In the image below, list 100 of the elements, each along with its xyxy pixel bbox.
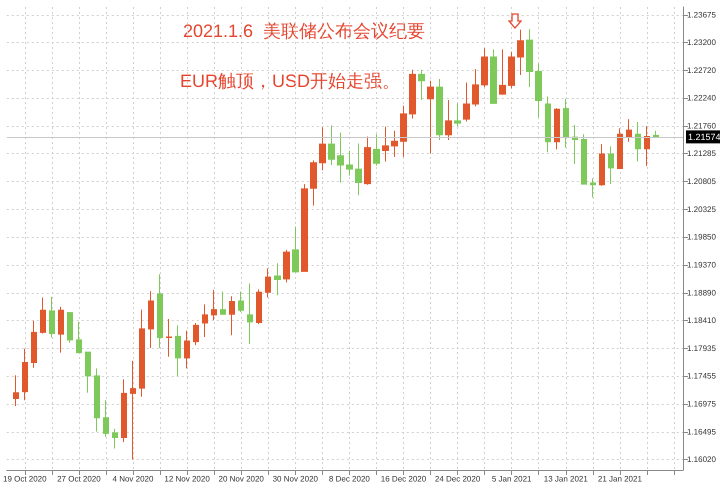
y-tick-label: 1.18410 [687, 316, 716, 326]
candlestick [184, 330, 190, 369]
y-tick-label: 1.16020 [687, 455, 716, 464]
x-tick-label: 30 Nov 2020 [272, 474, 319, 484]
candlestick [427, 80, 434, 154]
candlestick [49, 296, 55, 338]
candlestick [211, 289, 217, 321]
y-tick-label: 1.20325 [687, 204, 716, 214]
x-tick-label: 21 Jan 2021 [598, 474, 642, 484]
candlestick [40, 296, 46, 334]
y-tick-label: 1.22240 [687, 94, 716, 103]
candlestick [13, 374, 19, 407]
candlestick [94, 368, 100, 432]
candlestick [364, 136, 371, 186]
candlestick [445, 99, 452, 141]
candlestick [644, 126, 650, 167]
candlestick [373, 134, 380, 166]
candlestick [418, 69, 425, 100]
candlestick [58, 306, 64, 354]
candlestick [481, 48, 488, 88]
candlestick [175, 324, 181, 376]
candlestick [166, 318, 172, 358]
candlestick [517, 29, 524, 76]
y-tick-label: 1.19850 [687, 232, 716, 242]
candlestick [599, 144, 605, 186]
candlestick [274, 262, 281, 296]
annotation: 2021.1.6 美联储公布会议纪要 [183, 21, 426, 41]
x-tick-label: 20 Nov 2020 [218, 474, 264, 484]
y-tick-label: 1.23200 [687, 38, 716, 47]
candlestick [355, 143, 362, 196]
candlestick [76, 321, 82, 354]
candlestick [229, 296, 235, 336]
candlestick [301, 184, 308, 272]
x-tick-label: 12 Nov 2020 [164, 474, 210, 484]
candlestick [617, 128, 623, 170]
candlestick [382, 126, 389, 162]
x-tick-label: 19 Oct 2020 [2, 474, 48, 484]
candlestick [157, 274, 163, 349]
candlestick [130, 360, 136, 460]
candlestick [202, 304, 208, 338]
candlestick [238, 291, 244, 312]
candlestick [193, 322, 199, 346]
y-tick-label: 1.21760 [687, 122, 716, 131]
x-tick-label: 24 Dec 2020 [434, 474, 481, 484]
annotation: EUR触顶，USD开始走强。 [180, 71, 400, 91]
candlestick [391, 130, 398, 158]
y-tick-label: 1.17935 [687, 344, 716, 353]
candlestick [256, 288, 262, 325]
candlestick [148, 290, 154, 349]
candlestick [319, 126, 326, 171]
candlestick [535, 62, 542, 118]
candlestick [563, 98, 569, 148]
y-tick-label: 1.18890 [687, 288, 716, 298]
y-tick-label: 1.19370 [687, 260, 716, 270]
x-tick-label: 8 Dec 2020 [328, 474, 370, 484]
candlestick [581, 134, 587, 185]
candlestick [608, 146, 614, 185]
candlestick [545, 96, 551, 153]
x-tick-label: 16 Dec 2020 [380, 474, 427, 484]
candlestick [554, 108, 560, 150]
candlestick [220, 291, 226, 316]
y-tick-label: 1.21285 [687, 149, 716, 158]
x-tick-label: 27 Oct 2020 [57, 474, 102, 484]
y-tick-label: 1.22720 [687, 66, 716, 75]
candlestick [121, 378, 127, 443]
candlestick [454, 102, 461, 127]
candlestick [22, 348, 28, 401]
candlestick [103, 400, 109, 438]
candlestick [265, 268, 271, 298]
candlestick [337, 132, 344, 183]
candlestick [635, 122, 641, 162]
candlestick [139, 309, 145, 398]
candlestick [112, 428, 118, 450]
candlestick [292, 226, 299, 272]
candlestick [472, 68, 479, 107]
candlestick [463, 82, 470, 122]
candlestick [436, 78, 443, 141]
candlestick [310, 160, 317, 206]
x-tick-label: 5 Jan 2021 [492, 474, 532, 484]
candlestick [247, 283, 253, 344]
candlestick [85, 352, 91, 394]
candlestick [490, 48, 497, 104]
ref-line-label: 1.21574 [688, 132, 720, 142]
candlestick [31, 320, 37, 368]
candlestick [283, 249, 290, 283]
candlestick [526, 28, 533, 88]
x-tick-label: 13 Jan 2021 [544, 474, 588, 484]
candlestick [409, 69, 416, 120]
candlestick [626, 118, 632, 142]
candlestick [400, 105, 407, 158]
candlestick [328, 125, 335, 166]
candlestick [67, 311, 73, 344]
y-tick-label: 1.17455 [687, 372, 716, 381]
candlestick [590, 178, 596, 198]
candlestick [499, 48, 506, 96]
y-tick-label: 1.16495 [687, 427, 716, 436]
y-tick-label: 1.23675 [687, 10, 716, 20]
x-tick-label: 4 Nov 2020 [112, 474, 154, 484]
y-tick-label: 1.16975 [687, 400, 716, 409]
candlestick [508, 51, 515, 89]
